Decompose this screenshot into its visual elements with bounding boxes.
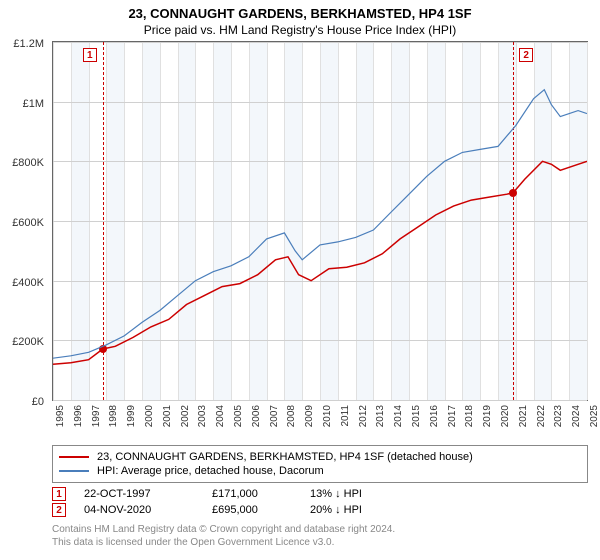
x-tick-label: 2018: [464, 405, 475, 427]
legend-label: 23, CONNAUGHT GARDENS, BERKHAMSTED, HP4 …: [97, 451, 473, 463]
sale-annotations: 1 22-OCT-1997 £171,000 13% ↓ HPI 2 04-NOV-202…: [0, 487, 600, 517]
x-tick-label: 2022: [536, 405, 547, 427]
footnote: Contains HM Land Registry data © Crown c…: [52, 523, 588, 549]
x-tick-label: 1999: [126, 405, 137, 427]
x-tick-label: 2013: [375, 405, 386, 427]
x-tick-label: 2001: [162, 405, 173, 427]
series-subject: [53, 161, 587, 364]
x-tick-label: 2009: [304, 405, 315, 427]
x-tick-label: 2006: [251, 405, 262, 427]
annotation-delta: 13% ↓ HPI: [310, 488, 362, 500]
y-tick-label: £800K: [12, 157, 44, 169]
x-tick-label: 2010: [322, 405, 333, 427]
y-tick-label: £400K: [12, 277, 44, 289]
x-tick-label: 2012: [358, 405, 369, 427]
annotation-date: 04-NOV-2020: [84, 504, 194, 516]
footnote-line1: Contains HM Land Registry data © Crown c…: [52, 523, 588, 536]
footnote-line2: This data is licensed under the Open Gov…: [52, 536, 588, 549]
annotation-date: 22-OCT-1997: [84, 488, 194, 500]
x-tick-label: 2003: [197, 405, 208, 427]
x-tick-label: 2008: [286, 405, 297, 427]
y-tick-label: £1.2M: [13, 38, 44, 50]
x-tick-label: 2007: [269, 405, 280, 427]
x-tick-label: 1997: [91, 405, 102, 427]
chart-plot-area: 12: [52, 41, 588, 401]
x-tick-label: 2023: [553, 405, 564, 427]
x-tick-label: 1998: [108, 405, 119, 427]
legend-label: HPI: Average price, detached house, Daco…: [97, 465, 324, 477]
annotation-price: £171,000: [212, 488, 292, 500]
annotation-price: £695,000: [212, 504, 292, 516]
y-axis-labels: £0£200K£400K£600K£800K£1M£1.2M: [0, 44, 48, 404]
chart-title: 23, CONNAUGHT GARDENS, BERKHAMSTED, HP4 …: [0, 0, 600, 21]
x-tick-label: 2021: [518, 405, 529, 427]
annotation-marker: 1: [52, 487, 66, 501]
series-hpi: [53, 90, 587, 359]
annotation-row: 1 22-OCT-1997 £171,000 13% ↓ HPI: [52, 487, 588, 501]
chart-subtitle: Price paid vs. HM Land Registry's House …: [0, 21, 600, 41]
x-tick-label: 2020: [500, 405, 511, 427]
y-tick-label: £200K: [12, 336, 44, 348]
x-tick-label: 2005: [233, 405, 244, 427]
annotation-delta: 20% ↓ HPI: [310, 504, 362, 516]
page: 23, CONNAUGHT GARDENS, BERKHAMSTED, HP4 …: [0, 0, 600, 560]
x-tick-label: 2025: [589, 405, 600, 427]
x-tick-label: 2000: [144, 405, 155, 427]
x-axis-labels: 1995 1996 1997 1998 1999 2000 2001 2002 2003 2004…: [52, 401, 588, 441]
legend-row: 23, CONNAUGHT GARDENS, BERKHAMSTED, HP4 …: [59, 450, 581, 464]
x-tick-label: 1995: [55, 405, 66, 427]
legend-row: HPI: Average price, detached house, Daco…: [59, 464, 581, 478]
x-tick-label: 2015: [411, 405, 422, 427]
annotation-row: 2 04-NOV-2020 £695,000 20% ↓ HPI: [52, 503, 588, 517]
x-tick-label: 2016: [429, 405, 440, 427]
x-tick-label: 2011: [340, 405, 351, 427]
vgrid-line: [587, 42, 588, 400]
x-tick-label: 2014: [393, 405, 404, 427]
y-tick-label: £600K: [12, 217, 44, 229]
legend-swatch: [59, 456, 89, 458]
x-tick-label: 2019: [482, 405, 493, 427]
legend-box: 23, CONNAUGHT GARDENS, BERKHAMSTED, HP4 …: [52, 445, 588, 483]
x-tick-label: 1996: [73, 405, 84, 427]
y-tick-label: £0: [32, 396, 44, 408]
x-tick-label: 2004: [215, 405, 226, 427]
annotation-marker: 2: [52, 503, 66, 517]
x-tick-label: 2002: [180, 405, 191, 427]
chart-lines-svg: [53, 42, 587, 400]
x-tick-label: 2017: [447, 405, 458, 427]
y-tick-label: £1M: [23, 98, 44, 110]
x-tick-label: 2024: [571, 405, 582, 427]
legend-swatch: [59, 470, 89, 472]
